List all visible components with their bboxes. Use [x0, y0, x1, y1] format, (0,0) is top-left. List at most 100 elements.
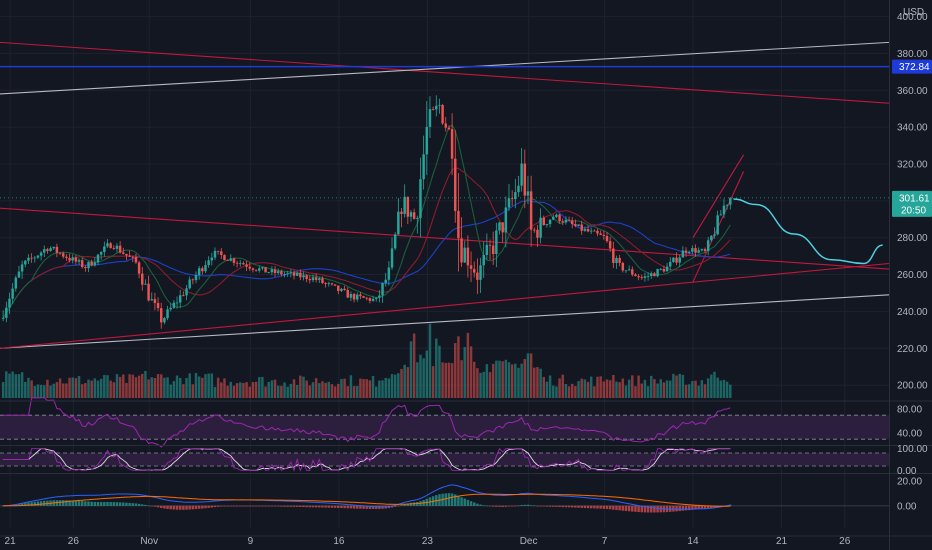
volume-bar — [697, 385, 700, 398]
macd-histogram-bar — [125, 502, 128, 506]
candle-body — [637, 276, 640, 278]
volume-bar — [270, 380, 274, 398]
wedge-upper-line[interactable] — [692, 154, 745, 238]
macd-histogram-bar — [295, 505, 299, 507]
macd-histogram-bar — [656, 505, 659, 513]
candle-body — [583, 228, 587, 231]
macd-histogram-bar — [188, 505, 191, 510]
volume-bar — [687, 384, 691, 398]
candle-body — [444, 123, 447, 128]
macd-histogram-bar — [397, 505, 400, 507]
volume-bar — [384, 377, 387, 398]
volume-bar — [346, 386, 349, 398]
volume-bar — [340, 379, 343, 398]
volume-bar — [80, 384, 84, 398]
projection-path[interactable] — [733, 198, 883, 265]
candle-body — [20, 264, 24, 272]
projection-curve[interactable] — [733, 198, 883, 265]
candle-body — [593, 230, 596, 232]
volume-bar — [33, 385, 37, 398]
volume-bar — [454, 343, 457, 398]
volume-bar — [419, 354, 422, 398]
volume-bar — [49, 385, 52, 398]
volume-bar — [729, 384, 732, 398]
macd-histogram-bar — [213, 505, 217, 508]
upper-up-channel-line[interactable] — [0, 41, 890, 95]
volume-bar — [223, 378, 226, 398]
volume-bar — [77, 376, 81, 398]
candle-body — [495, 230, 498, 255]
volume-bar — [447, 362, 451, 398]
macd-histogram-bar — [444, 493, 447, 506]
candle-body — [223, 254, 226, 261]
macd-histogram-bar — [169, 505, 172, 510]
candle-body — [548, 219, 552, 225]
macd-histogram-bar — [608, 505, 612, 510]
macd-histogram-bar — [700, 505, 704, 509]
candle-body — [207, 260, 210, 266]
volume-bar — [242, 382, 245, 398]
volume-bar — [583, 379, 587, 398]
macd-histogram-bar — [36, 501, 40, 506]
candle-body — [96, 254, 100, 263]
candle-body — [204, 265, 207, 272]
candle-body — [529, 191, 533, 230]
ma-medium-line — [2, 167, 731, 319]
volume-bar — [444, 362, 447, 398]
macd-histogram-bar — [703, 505, 707, 509]
candle-body — [302, 275, 305, 278]
macd-histogram-bar — [337, 505, 340, 508]
candle-body — [681, 250, 685, 258]
macd-histogram-bar — [482, 505, 485, 506]
macd-histogram-bar — [264, 505, 267, 507]
candle-body — [501, 222, 504, 233]
macd-histogram-bar — [359, 505, 362, 509]
volume-bar — [14, 374, 18, 398]
candle-body — [115, 245, 119, 249]
volume-bar — [621, 378, 625, 398]
volume-bar — [539, 368, 542, 398]
support-line-line[interactable] — [0, 262, 890, 349]
candle-body — [687, 251, 691, 253]
volume-bar — [517, 367, 520, 398]
price-axis[interactable]: USD 200.00 220.00 240.00 260.00 280.00 320.00… — [897, 7, 928, 512]
last-price-tag — [892, 190, 932, 217]
macd-histogram-bar — [80, 501, 84, 506]
upper-down-channel-line[interactable] — [0, 41, 890, 104]
macd-histogram-bar — [302, 505, 305, 508]
candle-body — [261, 267, 264, 269]
candle-body — [330, 283, 334, 285]
volume-bar — [305, 380, 308, 398]
macd-histogram-bar — [637, 505, 640, 513]
volume-bar — [182, 384, 185, 398]
candle-body — [545, 224, 549, 226]
volume-bar — [204, 374, 207, 398]
time-axis[interactable]: 21 26 Nov 9 16 23 Dec 7 14 21 26 — [5, 536, 851, 547]
candle-body — [295, 272, 299, 276]
candle-body — [713, 234, 716, 236]
indicator-tick-label: 80.00 — [897, 405, 922, 416]
macd-histogram-bar — [340, 505, 343, 509]
macd-histogram-bar — [24, 503, 27, 506]
volume-bar — [504, 359, 508, 398]
candle-body — [662, 269, 666, 272]
macd-histogram-bar — [30, 502, 33, 506]
candle-body — [646, 276, 650, 277]
candle-body — [210, 257, 214, 261]
time-tick-label: 26 — [68, 536, 80, 547]
candle-body — [337, 285, 340, 291]
macd-histogram-bar — [43, 500, 46, 506]
volume-bar — [356, 385, 359, 398]
candle-body — [368, 298, 372, 301]
volume-bar — [536, 367, 539, 398]
candle-body — [131, 256, 135, 258]
macd-histogram-bar — [694, 505, 697, 510]
time-tick-label: 21 — [5, 536, 17, 547]
lower-up-channel-line[interactable] — [0, 294, 890, 349]
macd-histogram-bar — [368, 505, 372, 509]
volume-bar — [286, 386, 289, 398]
candle-body — [122, 252, 125, 254]
candle-body — [163, 318, 166, 323]
